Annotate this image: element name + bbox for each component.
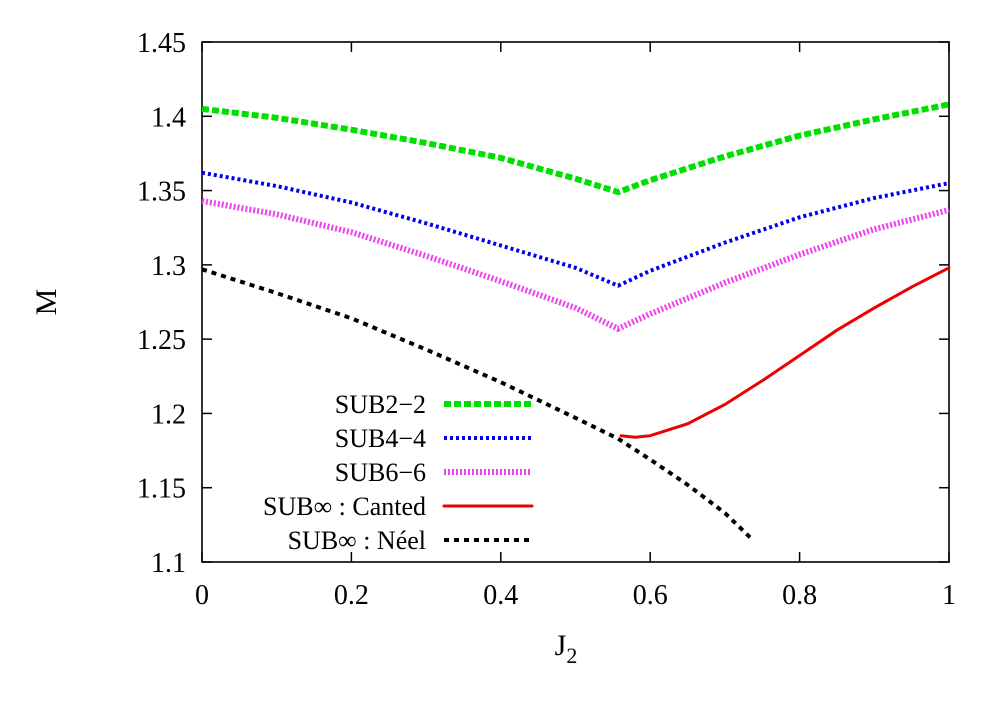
y-tick-label: 1.45 xyxy=(137,28,186,59)
y-tick-label: 1.15 xyxy=(137,474,186,505)
ticks-layer: 0 0.2 0.4 0.6 0.8 1 1.1 1.15 1.2 1.25 1.3 1.35 1.4 1.… xyxy=(137,28,956,611)
legend-label: SUB6−6 xyxy=(335,458,426,487)
legend-label: SUB∞ : Néel xyxy=(288,526,426,555)
legend-label: SUB2−2 xyxy=(335,390,426,419)
x-axis-title-subscript: 2 xyxy=(566,643,577,668)
y-tick-label: 1.35 xyxy=(137,177,186,208)
x-tick-label: 0.6 xyxy=(633,580,668,611)
y-tick-label: 1.2 xyxy=(151,399,186,430)
series-line-0 xyxy=(201,101,950,196)
x-tick-label: 0.8 xyxy=(782,580,817,611)
y-tick-label: 1.4 xyxy=(151,102,186,133)
series-line-4 xyxy=(201,267,754,542)
legend: SUB2−2 SUB4−4 SUB6−6 SUB∞ : Canted SUB∞ : Né… xyxy=(263,390,534,555)
legend-label: SUB4−4 xyxy=(335,424,426,453)
x-tick-label: 0 xyxy=(195,580,209,611)
x-axis-title-main: J xyxy=(555,629,567,662)
series-line-2 xyxy=(201,198,950,333)
x-tick-label: 0.4 xyxy=(483,580,518,611)
x-tick-label: 0.2 xyxy=(334,580,369,611)
series-layer xyxy=(201,101,951,542)
series-line-3 xyxy=(619,266,951,439)
x-tick-label: 1 xyxy=(942,580,956,611)
plot-frame xyxy=(201,41,950,563)
y-tick-label: 1.1 xyxy=(151,548,186,579)
y-tick-label: 1.25 xyxy=(137,325,186,356)
series-line-1 xyxy=(201,170,950,288)
x-axis-title: J2 xyxy=(555,629,578,668)
y-axis-title: M xyxy=(30,289,63,316)
legend-label: SUB∞ : Canted xyxy=(263,492,426,521)
y-tick-label: 1.3 xyxy=(151,251,186,282)
